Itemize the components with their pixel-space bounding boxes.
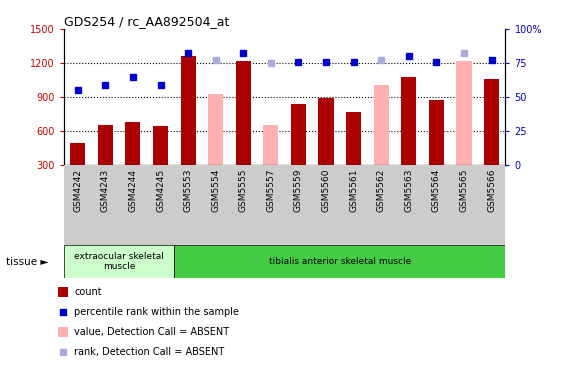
Bar bbox=[318, 98, 333, 165]
Text: GSM5559: GSM5559 bbox=[294, 169, 303, 212]
Text: GSM5566: GSM5566 bbox=[487, 169, 496, 212]
Text: GSM4243: GSM4243 bbox=[101, 169, 110, 212]
Text: GSM4244: GSM4244 bbox=[128, 169, 137, 212]
Text: percentile rank within the sample: percentile rank within the sample bbox=[74, 307, 239, 317]
Bar bbox=[484, 79, 499, 165]
Text: GSM5555: GSM5555 bbox=[239, 169, 248, 212]
Text: tibialis anterior skeletal muscle: tibialis anterior skeletal muscle bbox=[269, 257, 411, 266]
Bar bbox=[208, 94, 223, 165]
Text: value, Detection Call = ABSENT: value, Detection Call = ABSENT bbox=[74, 327, 229, 337]
Bar bbox=[236, 61, 251, 165]
Bar bbox=[64, 245, 174, 278]
Bar bbox=[153, 126, 168, 165]
Bar bbox=[98, 125, 113, 165]
Bar bbox=[58, 327, 69, 337]
Text: GSM5553: GSM5553 bbox=[184, 169, 192, 212]
Bar bbox=[125, 122, 141, 165]
Text: GSM5563: GSM5563 bbox=[404, 169, 413, 212]
Bar bbox=[181, 56, 196, 165]
Bar bbox=[263, 125, 278, 165]
Bar bbox=[291, 104, 306, 165]
Bar bbox=[346, 112, 361, 165]
Text: GSM4245: GSM4245 bbox=[156, 169, 165, 212]
Bar bbox=[374, 85, 389, 165]
Text: GSM5561: GSM5561 bbox=[349, 169, 358, 212]
Bar bbox=[401, 76, 417, 165]
Bar bbox=[174, 245, 505, 278]
Text: GSM5557: GSM5557 bbox=[267, 169, 275, 212]
Text: GSM5554: GSM5554 bbox=[211, 169, 220, 212]
Bar bbox=[457, 61, 472, 165]
Text: GDS254 / rc_AA892504_at: GDS254 / rc_AA892504_at bbox=[64, 15, 229, 28]
Text: tissue ►: tissue ► bbox=[6, 257, 48, 267]
Bar bbox=[70, 143, 85, 165]
Bar bbox=[429, 100, 444, 165]
Text: GSM5564: GSM5564 bbox=[432, 169, 441, 212]
Text: count: count bbox=[74, 287, 102, 297]
Text: GSM5560: GSM5560 bbox=[322, 169, 331, 212]
Bar bbox=[58, 287, 69, 297]
Text: GSM5565: GSM5565 bbox=[460, 169, 468, 212]
Text: rank, Detection Call = ABSENT: rank, Detection Call = ABSENT bbox=[74, 347, 225, 357]
Text: GSM5562: GSM5562 bbox=[377, 169, 386, 212]
Text: GSM4242: GSM4242 bbox=[73, 169, 82, 212]
Text: extraocular skeletal
muscle: extraocular skeletal muscle bbox=[74, 252, 164, 272]
